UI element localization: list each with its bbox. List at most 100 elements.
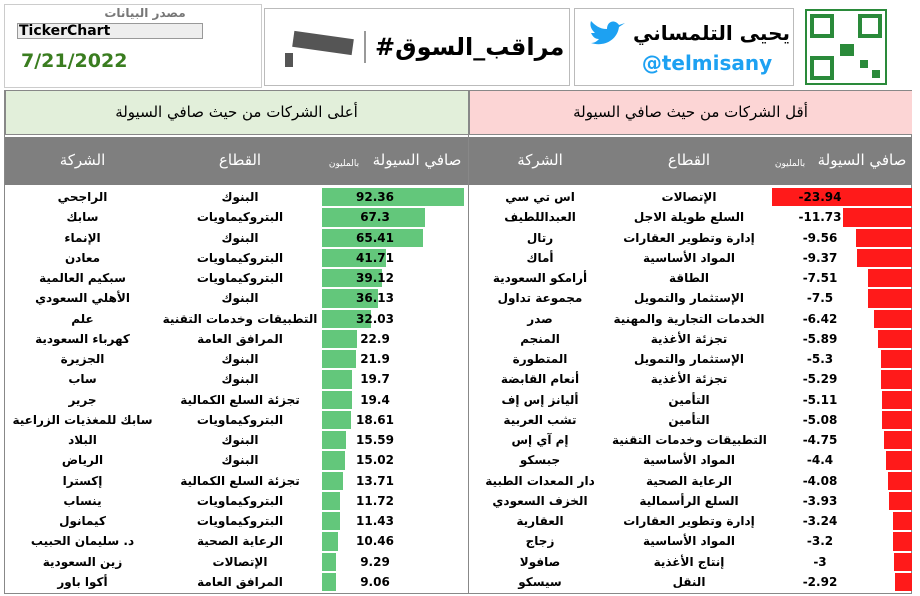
company: كهرباء السعودية [35, 331, 130, 346]
company: صافولا [519, 554, 561, 569]
col-value: صافي السيولة [817, 151, 907, 169]
value: 9.29 [360, 554, 390, 569]
value: 18.61 [356, 412, 394, 427]
value-bar [322, 248, 387, 267]
value-bar [882, 410, 912, 429]
date: 7/21/2022 [21, 50, 128, 72]
value-bar [881, 350, 912, 369]
panel-divider [468, 91, 469, 594]
sector: تجزئة السلع الكمالية [180, 473, 300, 488]
value-bar [843, 208, 912, 227]
company: رتال [526, 230, 554, 245]
value-bar [886, 451, 912, 470]
company: إكسترا [62, 473, 103, 488]
value: -7.51 [802, 271, 838, 285]
value-bar [868, 269, 912, 288]
sector: البنوك [221, 352, 259, 366]
value: -4.4 [806, 453, 834, 468]
value-bar [893, 512, 912, 531]
value-bar [322, 572, 336, 591]
company: تشب العربية [503, 412, 577, 427]
sector: البتروكيماويات [196, 493, 284, 508]
value: 21.9 [360, 352, 390, 366]
sector: الخدمات التجارية والمهنية [613, 311, 765, 326]
sector: البتروكيماويات [196, 210, 284, 225]
title-bg [469, 91, 912, 135]
value: -9.37 [802, 250, 838, 265]
header-bg [469, 137, 912, 185]
value-bar [874, 309, 912, 328]
company: جرير [68, 392, 97, 407]
value: -5.08 [802, 412, 838, 427]
value: 9.06 [360, 574, 390, 589]
company: الأهلي السعودي [35, 291, 130, 306]
value: -11.73 [798, 210, 842, 225]
company: المنجم [520, 331, 560, 346]
twitter-icon [590, 21, 625, 45]
sector: تجزئة السلع الكمالية [180, 392, 300, 407]
company: دار المعدات الطبية [485, 473, 595, 488]
company: ينساب [63, 493, 102, 508]
sector: الإستثمار والتمويل [633, 291, 745, 306]
value: 32.03 [356, 311, 394, 326]
company: البلاد [68, 433, 97, 447]
value: 65.41 [356, 230, 394, 245]
sector: إنتاج الأغذية [653, 554, 725, 569]
sector: البنوك [221, 433, 259, 447]
col-value: صافي السيولة [372, 151, 462, 169]
company: اس تي سي [505, 190, 575, 204]
sector: البنوك [221, 291, 259, 306]
value: 36.13 [356, 291, 394, 306]
company: الخزف السعودي [492, 493, 588, 508]
value: 10.46 [356, 534, 394, 549]
value-bar [888, 471, 912, 490]
col-unit: بالمليون [328, 159, 360, 169]
value: 41.71 [356, 250, 394, 265]
value-bar [881, 370, 912, 389]
value: 11.43 [356, 514, 394, 528]
provider-bg [17, 23, 203, 39]
brand-box: #مراقب_السوق [264, 8, 570, 86]
company: سبكيم العالمية [39, 271, 126, 285]
value-bar [322, 269, 383, 288]
value-bar [322, 228, 423, 247]
value-bar [322, 532, 339, 551]
value-bar [893, 532, 912, 551]
value-bar [894, 552, 912, 571]
value-bar [322, 309, 372, 328]
company: الراجحي [57, 190, 108, 204]
sector: الرعاية الصحية [196, 534, 283, 549]
value: -5.3 [806, 352, 834, 366]
sector: إدارة وتطوير العقارات [623, 514, 755, 528]
value: -9.56 [802, 230, 838, 245]
hashtag: #مراقب_السوق [375, 33, 565, 61]
value-bar [877, 329, 912, 348]
value-bar [322, 289, 378, 308]
value: 39.12 [356, 271, 394, 285]
value: 11.72 [356, 493, 394, 508]
company: معادن [64, 250, 101, 265]
company: الجزيرة [60, 352, 105, 366]
sector: التطبيقات وخدمات التقنية [162, 311, 318, 326]
value-bar [322, 329, 358, 348]
provider: TickerChart [19, 23, 111, 39]
value: -4.75 [802, 433, 838, 447]
value-bar [322, 410, 351, 429]
sector: البتروكيماويات [196, 412, 284, 427]
sector: السلع الرأسمالية [639, 493, 739, 508]
col-unit: بالمليون [774, 159, 806, 169]
panel-title: أقل الشركات من حيث صافي السيولة [573, 103, 808, 121]
sector: الرعاية الصحية [645, 473, 732, 488]
company: د. سليمان الحبيب [30, 534, 135, 549]
sector: البنوك [221, 372, 259, 387]
value: -4.08 [802, 473, 838, 488]
value-bar [772, 188, 912, 207]
company: جبسكو [519, 453, 561, 468]
value-bar [894, 572, 912, 591]
company: المتطورة [512, 352, 568, 366]
value-bar [857, 248, 912, 267]
value: 13.71 [356, 473, 394, 488]
company: ساب [68, 372, 97, 387]
sector: تجزئة الأغذية [650, 372, 728, 387]
company: مجموعة تداول [497, 291, 583, 306]
